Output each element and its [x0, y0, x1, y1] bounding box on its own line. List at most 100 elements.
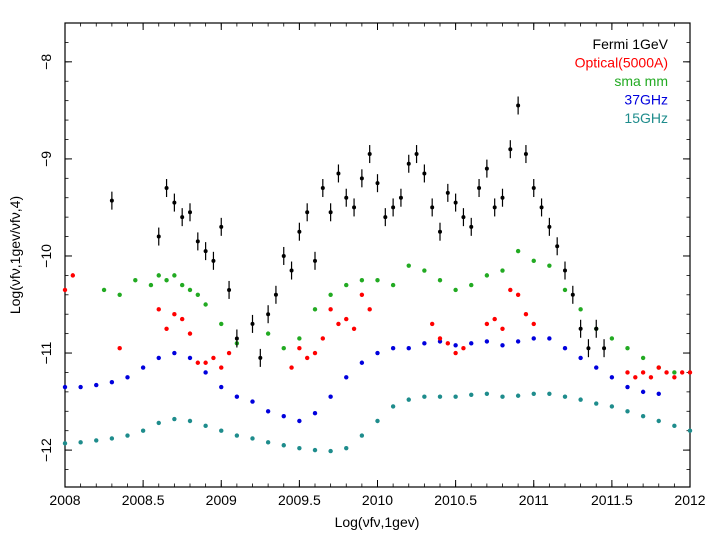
y-tick-label: −10: [38, 244, 54, 268]
series-0: [109, 96, 607, 367]
data-point: [172, 200, 177, 205]
y-axis-label: Log(νfν,1gev/νfν,4): [7, 196, 23, 314]
data-point: [156, 234, 161, 239]
data-point: [563, 268, 567, 273]
data-point: [352, 205, 357, 210]
data-point: [406, 263, 411, 268]
data-point: [679, 370, 685, 375]
data-point: [578, 307, 583, 312]
data-point: [219, 224, 224, 229]
data-point: [156, 273, 161, 278]
x-tick-label: 2009.5: [278, 492, 321, 508]
data-point: [203, 302, 208, 307]
data-point: [344, 375, 349, 380]
y-tick-label: −8: [38, 54, 54, 70]
data-point: [367, 307, 372, 312]
data-point: [109, 379, 115, 385]
legend: Fermi 1GeV Optical(5000A) sma mm 37GHz 15GHz: [575, 36, 669, 126]
data-point: [297, 336, 302, 341]
data-point: [265, 331, 271, 336]
data-point: [500, 195, 505, 200]
data-point: [125, 375, 130, 380]
data-point: [375, 418, 380, 424]
data-point: [188, 210, 192, 215]
data-point: [179, 316, 185, 322]
data-point: [156, 355, 161, 361]
data-point: [187, 355, 193, 361]
data-point: [633, 375, 638, 380]
data-point: [391, 205, 396, 210]
data-point: [117, 345, 122, 351]
data-point: [484, 339, 490, 344]
data-point: [515, 339, 521, 344]
data-point: [406, 161, 411, 166]
data-point: [344, 195, 349, 200]
data-point: [453, 394, 458, 399]
data-point: [219, 365, 224, 370]
data-point: [594, 365, 599, 370]
series-1: [62, 273, 693, 380]
data-point: [531, 186, 536, 191]
x-tick-label: 2008: [49, 492, 80, 508]
data-point: [414, 152, 419, 157]
data-point: [172, 273, 177, 278]
data-point: [156, 307, 161, 312]
data-point: [492, 205, 497, 210]
data-point: [469, 282, 474, 288]
data-point: [289, 365, 294, 370]
data-point: [344, 282, 349, 288]
data-point: [250, 321, 255, 326]
data-point: [437, 278, 443, 283]
data-point: [531, 258, 536, 264]
data-point: [656, 418, 661, 424]
data-point: [515, 393, 521, 398]
data-point: [367, 152, 372, 157]
data-point: [453, 343, 458, 348]
data-point: [453, 287, 458, 293]
data-point: [203, 360, 208, 365]
data-point: [250, 399, 255, 404]
data-point: [133, 278, 138, 283]
data-point: [70, 273, 76, 278]
data-point: [390, 404, 396, 409]
data-point: [78, 384, 83, 390]
data-point: [328, 307, 333, 312]
data-point: [422, 171, 427, 176]
data-point: [266, 312, 271, 317]
data-point: [219, 384, 224, 390]
data-point: [515, 248, 521, 254]
data-point: [492, 316, 497, 322]
data-point: [140, 365, 146, 370]
data-point: [515, 292, 521, 297]
data-point: [148, 282, 154, 288]
data-point: [547, 336, 552, 341]
data-point: [672, 423, 677, 429]
y-axis: −12 −11 −10 −9 −8: [38, 22, 690, 470]
data-point: [313, 258, 317, 263]
data-point: [195, 239, 200, 244]
series-3: [62, 336, 661, 424]
data-point: [547, 224, 552, 229]
data-point: [547, 263, 552, 268]
data-point: [281, 345, 286, 351]
data-point: [140, 428, 146, 433]
data-point: [562, 287, 568, 293]
data-point: [203, 370, 208, 375]
series-layer: [62, 96, 693, 454]
data-point: [164, 326, 169, 331]
data-point: [570, 292, 575, 297]
data-point: [180, 215, 185, 220]
data-point: [312, 350, 318, 356]
data-point: [555, 244, 560, 249]
data-point: [312, 307, 318, 312]
data-point: [187, 331, 193, 336]
data-point: [429, 321, 435, 327]
data-point: [390, 282, 396, 288]
data-point: [328, 292, 333, 297]
data-point: [453, 200, 458, 205]
data-point: [328, 448, 333, 454]
data-point: [336, 321, 341, 327]
data-point: [164, 278, 169, 283]
data-point: [297, 418, 302, 424]
data-point: [437, 336, 443, 341]
